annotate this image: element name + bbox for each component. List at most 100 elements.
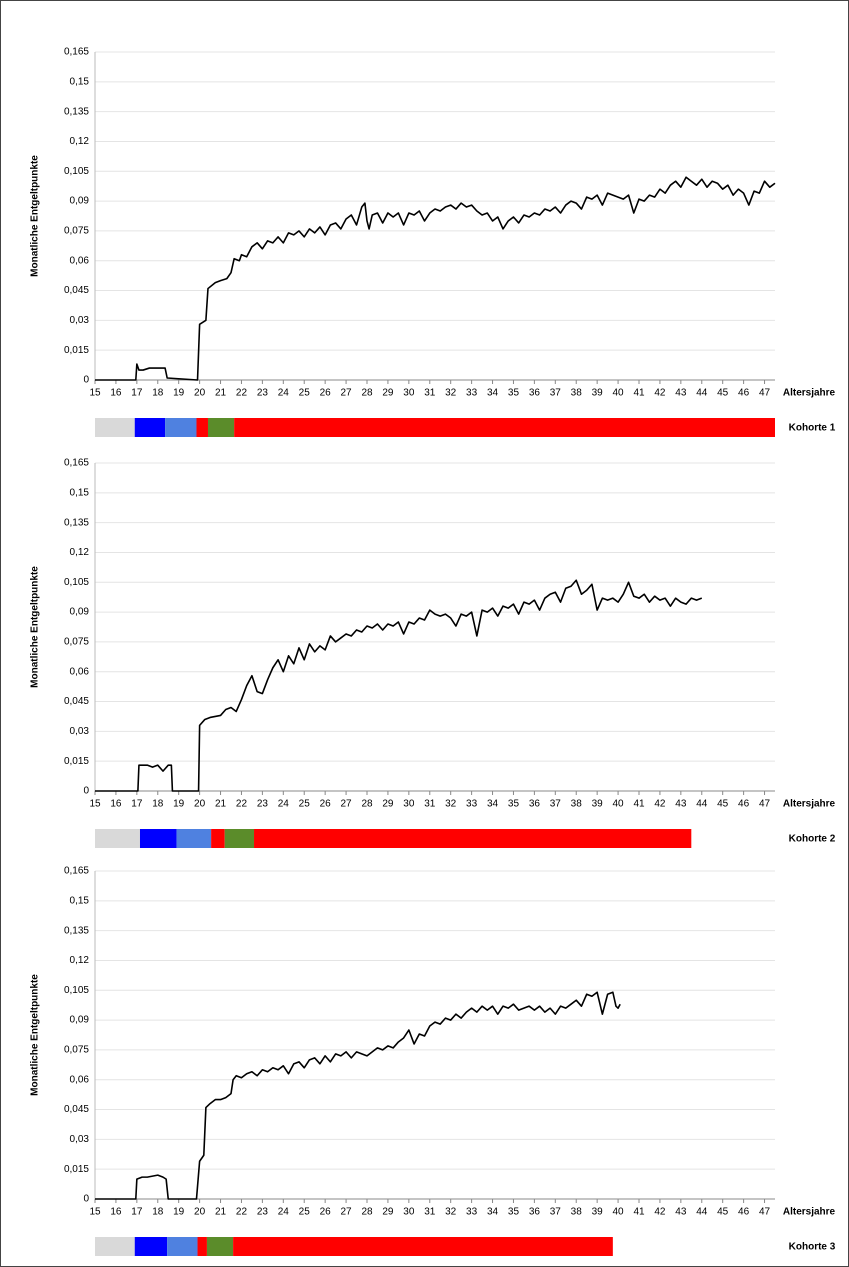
x-axis-title: Altersjahre <box>783 799 836 810</box>
x-tick-label: 42 <box>654 1207 666 1218</box>
status-segment <box>197 1237 207 1256</box>
x-tick-label: 18 <box>152 1207 164 1218</box>
y-tick-label: 0,135 <box>64 106 89 117</box>
status-segment <box>95 829 140 848</box>
x-tick-label: 26 <box>320 388 332 399</box>
x-tick-label: 21 <box>215 1207 227 1218</box>
x-tick-label: 20 <box>194 388 206 399</box>
y-tick-label: 0 <box>83 1194 89 1205</box>
x-tick-label: 45 <box>717 799 729 810</box>
x-tick-label: 39 <box>592 799 604 810</box>
x-axis-title: Altersjahre <box>783 1207 836 1218</box>
status-segment <box>211 829 225 848</box>
x-tick-label: 34 <box>487 1207 499 1218</box>
y-tick-label: 0,075 <box>64 226 89 237</box>
y-tick-label: 0,12 <box>70 136 90 147</box>
x-tick-label: 16 <box>110 388 122 399</box>
x-tick-label: 37 <box>550 388 562 399</box>
x-tick-label: 17 <box>131 1207 143 1218</box>
x-tick-label: 39 <box>592 388 604 399</box>
x-tick-label: 15 <box>89 1207 101 1218</box>
y-tick-label: 0,06 <box>70 1074 90 1085</box>
y-tick-label: 0,09 <box>70 607 90 618</box>
y-tick-label: 0,165 <box>64 458 89 469</box>
x-axis-title: Altersjahre <box>783 388 836 399</box>
x-tick-label: 31 <box>424 1207 436 1218</box>
x-tick-label: 45 <box>717 1207 729 1218</box>
x-tick-label: 44 <box>696 799 708 810</box>
x-tick-label: 34 <box>487 388 499 399</box>
x-tick-label: 36 <box>529 388 541 399</box>
x-tick-label: 36 <box>529 799 541 810</box>
x-tick-label: 47 <box>759 388 771 399</box>
y-tick-label: 0,165 <box>64 47 89 58</box>
x-tick-label: 24 <box>278 388 290 399</box>
y-tick-label: 0,09 <box>70 1015 90 1026</box>
cohort-label: Kohorte 3 <box>789 1242 836 1253</box>
x-tick-label: 22 <box>236 799 248 810</box>
x-tick-label: 47 <box>759 1207 771 1218</box>
x-tick-label: 32 <box>445 388 457 399</box>
x-tick-label: 18 <box>152 799 164 810</box>
y-tick-label: 0,045 <box>64 696 89 707</box>
y-tick-label: 0,03 <box>70 1134 90 1145</box>
y-axis-title: Monatliche Entgeltpunkte <box>30 155 41 277</box>
x-tick-label: 40 <box>613 799 625 810</box>
status-segment <box>207 418 235 437</box>
x-tick-label: 27 <box>341 799 353 810</box>
x-tick-label: 32 <box>445 1207 457 1218</box>
y-tick-label: 0,12 <box>70 547 90 558</box>
x-tick-label: 17 <box>131 799 143 810</box>
y-tick-label: 0,15 <box>70 76 90 87</box>
status-segment <box>176 829 212 848</box>
x-tick-label: 30 <box>403 799 415 810</box>
x-tick-label: 22 <box>236 1207 248 1218</box>
x-tick-label: 30 <box>403 1207 415 1218</box>
x-tick-label: 45 <box>717 388 729 399</box>
x-tick-label: 16 <box>110 1207 122 1218</box>
x-tick-label: 21 <box>215 388 227 399</box>
x-tick-label: 21 <box>215 799 227 810</box>
y-tick-label: 0,12 <box>70 955 90 966</box>
status-segment <box>95 1237 135 1256</box>
x-tick-label: 25 <box>299 388 311 399</box>
y-tick-label: 0,03 <box>70 315 90 326</box>
x-tick-label: 20 <box>194 1207 206 1218</box>
y-tick-label: 0,045 <box>64 1104 89 1115</box>
y-tick-label: 0,03 <box>70 726 90 737</box>
y-tick-label: 0,015 <box>64 345 89 356</box>
y-tick-label: 0,105 <box>64 166 89 177</box>
y-axis-title: Monatliche Entgeltpunkte <box>30 566 41 688</box>
x-tick-label: 41 <box>633 388 645 399</box>
status-segment <box>134 1237 168 1256</box>
data-line <box>95 176 776 381</box>
x-tick-label: 41 <box>633 1207 645 1218</box>
x-tick-label: 32 <box>445 799 457 810</box>
x-tick-label: 26 <box>320 1207 332 1218</box>
status-segment <box>254 829 692 848</box>
panel: 0 0,015 0,03 0,045 0,06 0,075 0,09 0,105 0,12 0,1… <box>30 458 836 848</box>
x-tick-label: 25 <box>299 799 311 810</box>
x-tick-label: 19 <box>173 799 185 810</box>
x-tick-label: 29 <box>382 388 394 399</box>
x-tick-label: 42 <box>654 388 666 399</box>
x-tick-label: 43 <box>675 1207 687 1218</box>
x-tick-label: 15 <box>89 388 101 399</box>
x-tick-label: 38 <box>571 799 583 810</box>
x-tick-label: 46 <box>738 799 750 810</box>
y-tick-label: 0,165 <box>64 866 89 877</box>
x-tick-label: 40 <box>613 1207 625 1218</box>
y-tick-label: 0,15 <box>70 895 90 906</box>
y-tick-label: 0,135 <box>64 517 89 528</box>
x-tick-label: 27 <box>341 1207 353 1218</box>
x-tick-label: 20 <box>194 799 206 810</box>
data-line <box>95 991 621 1200</box>
x-tick-label: 19 <box>173 388 185 399</box>
x-tick-label: 25 <box>299 1207 311 1218</box>
status-segment <box>224 829 255 848</box>
y-tick-label: 0,075 <box>64 1045 89 1056</box>
x-tick-label: 28 <box>361 1207 373 1218</box>
x-tick-label: 35 <box>508 388 520 399</box>
